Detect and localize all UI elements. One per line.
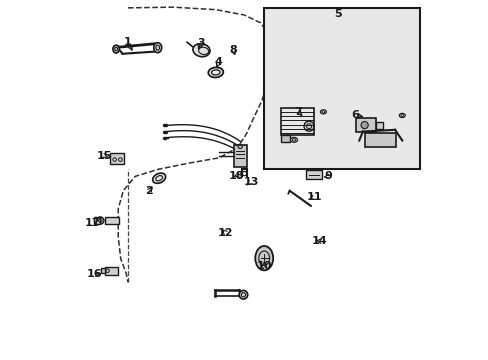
Text: 10: 10: [256, 261, 271, 271]
Text: 8: 8: [229, 45, 236, 55]
Text: 9: 9: [324, 171, 332, 181]
Bar: [364, 134, 395, 147]
Text: 14: 14: [311, 236, 326, 246]
Text: 6: 6: [351, 111, 359, 121]
Ellipse shape: [399, 113, 405, 118]
Bar: [101, 267, 104, 273]
Text: 17: 17: [84, 218, 100, 228]
Bar: [281, 108, 313, 135]
Text: 4: 4: [214, 57, 222, 67]
Circle shape: [360, 122, 367, 129]
Text: 15: 15: [96, 150, 111, 161]
Text: 18: 18: [228, 171, 244, 181]
Text: 2: 2: [145, 186, 153, 196]
Bar: [233, 145, 246, 167]
Bar: [281, 135, 290, 142]
Text: 12: 12: [218, 228, 233, 238]
Circle shape: [97, 217, 104, 224]
Bar: [110, 153, 123, 164]
Bar: [94, 217, 100, 224]
Ellipse shape: [153, 42, 162, 53]
Text: 5: 5: [333, 9, 341, 19]
Ellipse shape: [290, 137, 297, 142]
Bar: [104, 217, 119, 225]
Ellipse shape: [255, 246, 273, 270]
Text: 11: 11: [306, 192, 322, 202]
Bar: [305, 170, 321, 179]
Bar: [104, 267, 118, 275]
Ellipse shape: [113, 45, 119, 53]
Text: 16: 16: [86, 269, 102, 279]
Text: 13: 13: [243, 177, 258, 187]
Bar: [375, 122, 382, 129]
Text: 1: 1: [124, 37, 132, 47]
Text: 3: 3: [197, 38, 204, 48]
Ellipse shape: [152, 173, 165, 183]
Text: 7: 7: [294, 107, 302, 117]
Ellipse shape: [193, 44, 209, 57]
Ellipse shape: [208, 67, 223, 77]
Circle shape: [304, 121, 313, 131]
Ellipse shape: [320, 110, 325, 114]
Bar: [356, 118, 375, 132]
Circle shape: [239, 291, 247, 299]
Bar: [264, 8, 419, 169]
